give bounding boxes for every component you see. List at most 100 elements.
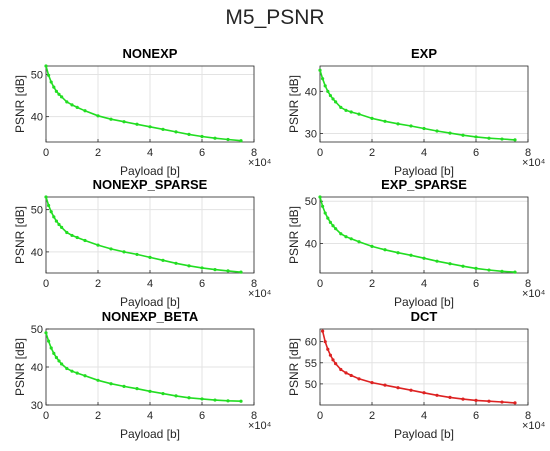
x-tick-label: 2 (369, 278, 375, 290)
data-point (328, 353, 332, 357)
data-point (148, 255, 152, 259)
data-point (474, 135, 478, 139)
data-point (161, 392, 165, 396)
x-tick-label: 6 (199, 147, 205, 159)
data-point (513, 401, 517, 405)
y-axis-label: PSNR [dB] (287, 206, 301, 264)
data-point (75, 371, 79, 375)
data-point (213, 268, 217, 272)
y-tick-label: 50 (305, 196, 317, 208)
data-point (135, 252, 139, 257)
data-point (331, 97, 335, 101)
data-point (122, 384, 126, 388)
data-point (49, 346, 53, 350)
data-point (321, 204, 325, 208)
data-point (422, 126, 426, 131)
data-point (334, 227, 338, 231)
y-tick-label: 40 (31, 112, 43, 124)
data-point (187, 264, 191, 268)
data-point (474, 266, 478, 270)
data-point (461, 264, 465, 268)
data-point (448, 395, 452, 399)
data-point (461, 133, 465, 137)
data-point (75, 105, 79, 109)
data-point (334, 362, 338, 366)
x-tick-label: 8 (525, 278, 531, 290)
data-point (448, 262, 452, 266)
data-point (213, 136, 217, 140)
panel-title: NONEXP_SPARSE (93, 177, 208, 192)
data-point (349, 373, 353, 378)
data-point (135, 387, 139, 391)
data-point (409, 388, 413, 392)
data-point (344, 108, 348, 112)
y-tick-label: 55 (305, 358, 317, 370)
data-point (213, 398, 217, 402)
data-point (52, 85, 56, 89)
data-point (383, 248, 387, 252)
data-point (187, 396, 191, 400)
data-point (370, 116, 374, 120)
x-tick-label: 4 (147, 410, 153, 422)
y-tick-label: 30 (31, 400, 43, 412)
data-point (513, 138, 517, 142)
data-point (44, 331, 48, 335)
data-point (49, 80, 53, 84)
x-tick-label: 0 (317, 147, 323, 159)
data-point (47, 339, 51, 343)
data-point (54, 355, 59, 360)
y-axis-label: PSNR [dB] (13, 75, 27, 133)
data-point (339, 105, 343, 109)
data-point (349, 110, 353, 114)
panel-title: EXP (411, 46, 437, 61)
x-tick-label: 0 (317, 410, 323, 422)
data-point (409, 124, 413, 128)
data-point (318, 68, 322, 72)
x-axis-label: Payload [b] (394, 164, 454, 178)
data-point (239, 399, 243, 403)
data-point (47, 73, 51, 77)
figure-title: M5_PSNR (225, 6, 325, 29)
data-point (448, 131, 452, 135)
y-tick-label: 40 (305, 238, 317, 250)
data-point (409, 253, 413, 257)
data-point (96, 243, 100, 247)
data-point (500, 400, 504, 404)
data-point (226, 399, 230, 403)
y-tick-label: 50 (305, 379, 317, 391)
data-point (109, 382, 113, 386)
data-point (47, 203, 51, 208)
y-tick-label: 60 (305, 337, 317, 349)
data-point (161, 127, 165, 131)
data-point (83, 238, 87, 243)
x-tick-label: 6 (473, 278, 479, 290)
data-point (357, 377, 361, 381)
data-point (200, 397, 204, 401)
x-tick-label: 6 (473, 147, 479, 159)
x-tick-label: 8 (251, 278, 257, 290)
x-exponent-label: ×10⁴ (248, 420, 272, 432)
panel-1: 0 2 4 6 8 40 50 ×10⁴ NONEXP Payload [b] PSNR [dB] (13, 46, 272, 178)
data-point (44, 195, 48, 199)
x-tick-label: 2 (369, 147, 375, 159)
data-point (396, 386, 400, 390)
x-tick-label: 8 (525, 147, 531, 159)
data-point (70, 103, 74, 107)
data-point (49, 210, 53, 214)
data-point (200, 134, 204, 139)
x-axis-label: Payload [b] (120, 164, 180, 178)
data-point (70, 369, 74, 373)
data-point (109, 117, 113, 121)
panel-title: NONEXP (123, 46, 178, 61)
series-line (319, 196, 516, 273)
panel-title: DCT (411, 309, 438, 324)
x-tick-label: 4 (421, 147, 427, 159)
data-point (487, 268, 491, 272)
data-point (161, 258, 165, 262)
data-point (226, 137, 230, 142)
data-point (323, 340, 327, 344)
data-point (321, 329, 325, 333)
data-point (52, 351, 56, 355)
y-axis-label: PSNR [dB] (13, 206, 27, 264)
